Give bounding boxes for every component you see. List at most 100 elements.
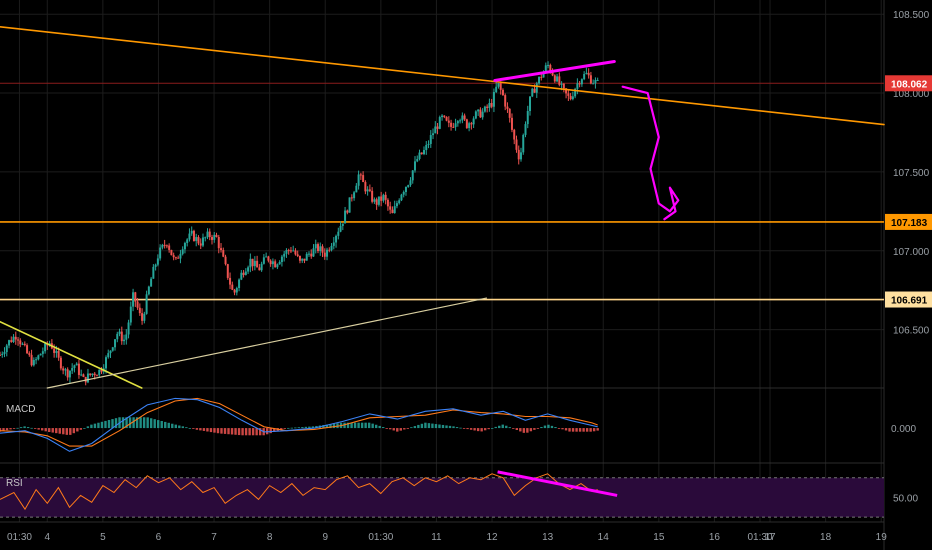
macd-histogram-bar <box>441 424 445 429</box>
price-tick-label: 107.000 <box>893 247 930 258</box>
candle-body <box>456 121 459 124</box>
macd-histogram-bar <box>206 428 209 432</box>
candle-body <box>454 123 457 128</box>
price-tag-label: 106.691 <box>891 296 928 307</box>
candle-body <box>192 230 195 241</box>
candle-body <box>57 351 60 358</box>
candle-body <box>138 307 141 314</box>
candle-body <box>366 189 369 192</box>
macd-histogram-bar <box>536 428 540 429</box>
rsi-tick-label: 50.00 <box>893 493 918 504</box>
indicator-axis-ticks: 0.000 50.00 <box>891 424 918 504</box>
candle-body <box>199 243 202 246</box>
candle-body <box>377 196 380 205</box>
price-axis-ticks[interactable]: 108.500 108.000 107.500 107.000 106.500 <box>893 10 930 336</box>
macd-histogram-bar <box>374 424 378 429</box>
macd-histogram-bar <box>209 428 213 433</box>
candle-body <box>510 117 513 130</box>
candle-body <box>317 244 320 252</box>
macd-histogram-bar <box>114 418 118 429</box>
time-tick-label: 17 <box>764 532 776 543</box>
candle-body <box>154 264 157 267</box>
candle-body <box>434 126 437 134</box>
candle-body <box>504 95 507 107</box>
candle-body <box>501 89 504 96</box>
candle-body <box>341 223 344 226</box>
candle-body <box>420 152 423 155</box>
candle-body <box>89 373 92 376</box>
macd-histogram-bar <box>2 428 5 431</box>
macd-histogram-bar <box>202 428 206 431</box>
candle-body <box>278 262 281 265</box>
candle-body <box>391 209 394 214</box>
candle-body <box>134 292 137 302</box>
macd-histogram-bar <box>466 428 469 430</box>
candle-body <box>145 294 148 314</box>
candle-body <box>332 242 335 246</box>
macd-histogram-bar <box>308 426 311 429</box>
candle-body <box>465 119 468 128</box>
candle-body <box>244 271 247 275</box>
macd-histogram-bar <box>142 417 146 429</box>
candle-body <box>416 158 419 162</box>
macd-histogram-bar <box>5 428 9 431</box>
candle-body <box>517 149 520 160</box>
macd-histogram <box>0 417 599 436</box>
candle-body <box>163 244 166 246</box>
candle-body <box>260 263 263 271</box>
macd-histogram-bar <box>508 427 511 429</box>
candle-body <box>53 348 56 353</box>
macd-histogram-bar <box>234 428 237 435</box>
candle-body <box>583 74 586 80</box>
time-tick-label: 8 <box>267 532 273 543</box>
macd-histogram-bar <box>498 425 501 429</box>
candle-body <box>253 260 256 267</box>
macd-histogram-bar <box>44 428 47 432</box>
candle-body <box>560 83 563 85</box>
macd-histogram-bar <box>329 424 332 429</box>
candle-body <box>258 267 261 271</box>
candle-body <box>339 225 342 232</box>
candle-body <box>389 206 392 210</box>
candle-body <box>538 76 541 84</box>
time-tick-label: 6 <box>156 532 162 543</box>
candle-body <box>195 237 198 241</box>
macd-histogram-bar <box>135 417 139 429</box>
time-tick-label: 14 <box>598 532 610 543</box>
candle-body <box>441 115 444 118</box>
macd-histogram-bar <box>547 424 550 429</box>
macd-histogram-bar <box>72 428 76 434</box>
macd-histogram-bar <box>304 426 308 429</box>
macd-histogram-bar <box>399 428 402 431</box>
trend-drawings[interactable] <box>0 26 885 389</box>
candle-body <box>348 197 351 213</box>
macd-histogram-bar <box>79 428 83 430</box>
candle-body <box>77 363 80 375</box>
projection-arrow <box>621 85 680 221</box>
candle-body <box>429 135 432 144</box>
candle-body <box>201 237 204 246</box>
candle-body <box>499 83 502 90</box>
macd-pane: MACD <box>0 397 599 452</box>
candle-body <box>123 339 126 342</box>
candle-body <box>150 278 153 287</box>
candle-body <box>242 272 245 275</box>
macd-histogram-bar <box>575 428 578 432</box>
rsi-divergence-line[interactable] <box>497 470 618 497</box>
macd-histogram-bar <box>455 427 459 429</box>
trendline <box>0 26 885 126</box>
candle-body <box>68 370 71 378</box>
macd-histogram-bar <box>367 422 371 429</box>
candle-body <box>508 108 511 118</box>
macd-histogram-bar <box>459 427 462 429</box>
macd-histogram-bar <box>431 423 434 429</box>
macd-histogram-bar <box>452 426 455 429</box>
candle-body <box>445 116 448 121</box>
macd-histogram-bar <box>160 420 163 429</box>
macd-histogram-bar <box>125 417 128 429</box>
macd-histogram-bar <box>237 428 241 436</box>
candle-body <box>542 71 545 78</box>
candle-body <box>492 92 495 107</box>
